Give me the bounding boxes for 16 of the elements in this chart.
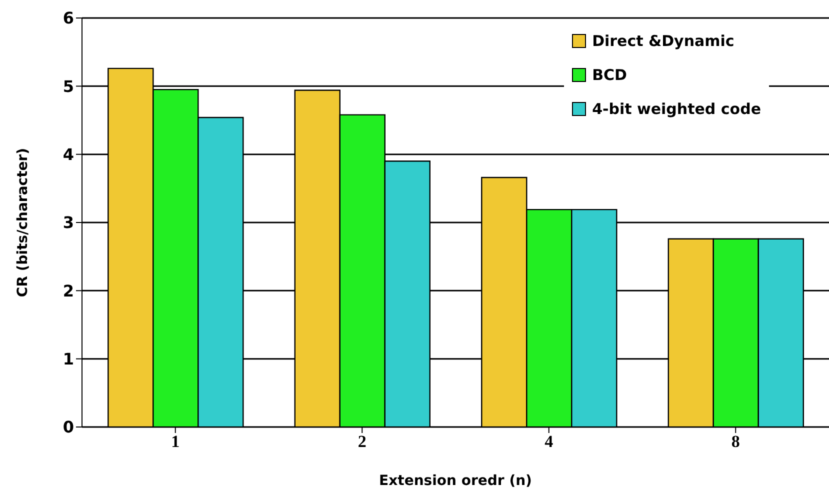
- legend-label: 4-bit weighted code: [592, 99, 761, 120]
- x-tick-label: 4: [544, 432, 554, 452]
- x-tick-label: 1: [171, 432, 180, 452]
- y-tick-label: 4: [62, 145, 74, 164]
- y-tick-label: 0: [62, 418, 74, 437]
- legend-label: BCD: [592, 65, 627, 86]
- x-axis-title: Extension oredr (n): [379, 473, 532, 489]
- y-axis-title: CR (bits/character): [14, 148, 31, 298]
- y-tick-label: 6: [62, 8, 74, 28]
- x-tick-label: 2: [358, 432, 366, 452]
- y-tick-label: 5: [62, 76, 74, 96]
- y-tick-label: 3: [62, 213, 74, 232]
- y-tick-label: 1: [62, 350, 74, 369]
- y-tick-label: 2: [62, 281, 74, 300]
- x-tick-label: 8: [731, 432, 740, 452]
- legend-label: Direct &Dynamic: [592, 31, 734, 52]
